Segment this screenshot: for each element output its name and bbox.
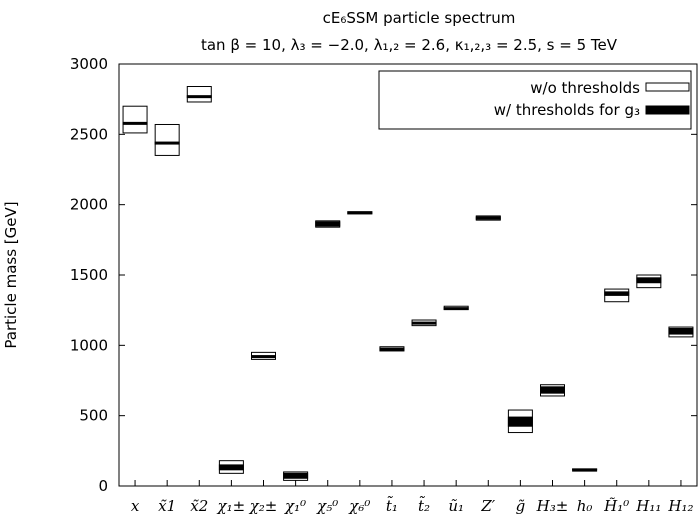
legend-label-filled: w/ thresholds for g₃ [494, 101, 640, 119]
box-filled [251, 355, 276, 359]
y-axis-label: Particle mass [GeV] [2, 201, 20, 348]
y-tick-label: 0 [98, 477, 108, 495]
x-category-label: H₁₁ [635, 497, 661, 515]
x-category-label: χ₆⁰ [348, 497, 370, 515]
box-filled [443, 307, 469, 311]
y-tick-label: 1000 [70, 336, 108, 354]
x-category-label: χ₂± [249, 497, 278, 515]
y-tick-label: 1500 [70, 266, 108, 284]
box-open [186, 86, 212, 103]
box-open [122, 105, 148, 134]
legend-swatch-filled [645, 105, 690, 115]
x-category-label: H₁₂ [667, 497, 693, 515]
box-filled [636, 277, 662, 284]
box-filled [283, 472, 309, 479]
y-tick-label: 3000 [70, 55, 108, 73]
box-filled [475, 216, 501, 220]
box-filled [572, 468, 598, 472]
box-filled [411, 321, 437, 325]
x-category-label: x [131, 497, 140, 515]
x-category-label: t̃₁ [386, 496, 398, 515]
x-category-label: t̃₂ [418, 496, 430, 515]
chart-subtitle: tan β = 10, λ₃ = −2.0, λ₁,₂ = 2.6, κ₁,₂,… [201, 36, 618, 54]
y-axis: 0 500 1000 1500 2000 2500 3000 [70, 55, 697, 495]
legend-swatch-open [645, 82, 690, 92]
box-filled [379, 347, 405, 351]
box-filled [122, 121, 148, 125]
y-tick-label: 2000 [70, 196, 108, 214]
x-category-label: H₃± [536, 497, 569, 515]
box-filled [154, 141, 180, 145]
plot-marks [122, 86, 694, 486]
x-category-label: ũ₁ [448, 497, 464, 515]
x-category-label: Z′ [480, 497, 495, 515]
x-category-label: g̃ [516, 497, 526, 515]
legend: w/o thresholds w/ thresholds for g₃ [378, 70, 692, 130]
box-filled [507, 416, 533, 427]
box-filled [315, 221, 341, 227]
x-category-label: x̃1 [158, 497, 176, 515]
y-tick-label: 2500 [70, 125, 108, 143]
x-category-label: χ₅⁰ [316, 497, 338, 515]
x-category-label: χ₁± [217, 497, 246, 515]
box-filled [668, 327, 694, 335]
x-category-label: H̃₁⁰ [603, 497, 629, 515]
x-category-label: x̃2 [190, 497, 208, 515]
legend-label-open: w/o thresholds [530, 79, 640, 97]
box-filled [218, 464, 244, 471]
x-category-label: χ₁⁰ [284, 497, 306, 515]
x-axis: x x̃1 x̃2 χ₁± χ₂± χ₁⁰ χ₅⁰ χ₆⁰ t̃₁ t̃₂ ũ₁ Z′ g̃ H₃± h₀… [131, 496, 694, 515]
box-filled [540, 386, 565, 394]
box-filled [186, 95, 212, 99]
box-open [154, 123, 180, 156]
x-category-label: h₀ [577, 497, 593, 515]
chart-title: cE₆SSM particle spectrum [323, 9, 516, 27]
legend-box [378, 70, 692, 130]
box-filled [347, 211, 373, 215]
box-filled [604, 291, 630, 296]
y-tick-label: 500 [79, 407, 108, 425]
